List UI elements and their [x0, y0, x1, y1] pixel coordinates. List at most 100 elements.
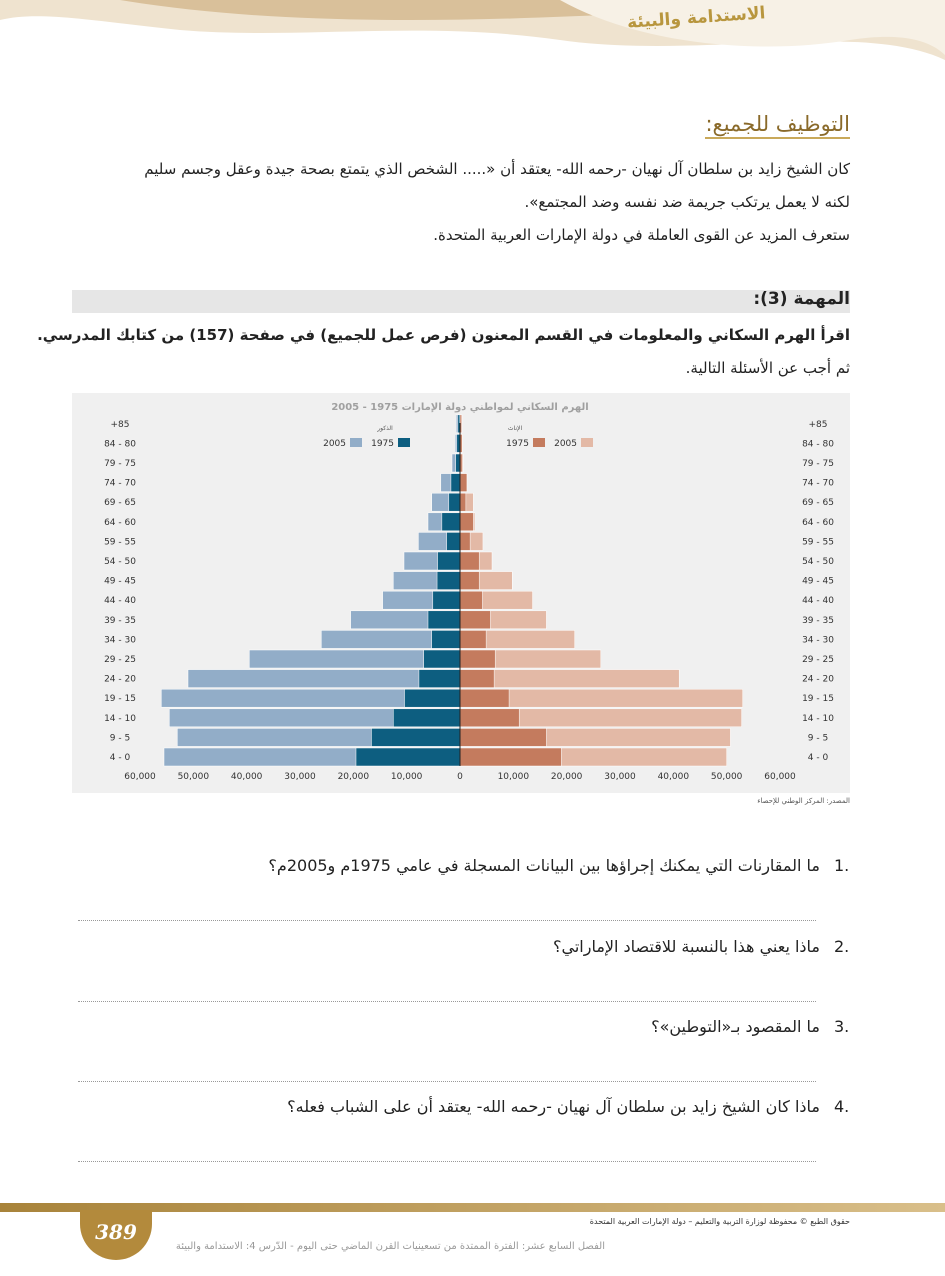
answer-line [78, 1001, 816, 1002]
category-label: 24 - 20 [802, 675, 834, 685]
category-label: 69 - 65 [802, 498, 834, 508]
category-label: 4 - 0 [110, 753, 131, 763]
bar [448, 492, 461, 512]
population-pyramid: الهرم السكاني لمواطني دولة الإمارات 1975… [72, 393, 850, 793]
task-instruction: اقرأ الهرم السكاني والمعلومات في القسم ا… [37, 326, 850, 344]
bar [459, 610, 491, 630]
question-text: ماذا كان الشيخ زايد بن سلطان آل نهيان -ر… [287, 1097, 820, 1116]
legend-swatch [350, 438, 362, 447]
intro-line: كان الشيخ زايد بن سلطان آل نهيان -رحمه ا… [144, 160, 850, 178]
bar [459, 492, 467, 512]
category-label: 9 - 5 [808, 733, 828, 743]
bar [432, 590, 461, 610]
bar [459, 728, 547, 747]
category-label: 9 - 5 [110, 733, 130, 743]
category-label: 74 - 70 [104, 479, 136, 489]
bar [459, 649, 496, 669]
legend-swatch [533, 438, 545, 447]
category-label: 74 - 70 [802, 479, 834, 489]
category-label: 69 - 65 [104, 498, 136, 508]
category-label: 34 - 30 [802, 635, 834, 645]
category-label: 59 - 55 [802, 537, 834, 547]
category-label: 84 - 80 [104, 439, 136, 449]
legend-label: 1975 [506, 439, 529, 449]
category-label: 14 - 10 [802, 714, 834, 724]
x-tick-label: 50,000 [711, 772, 743, 782]
legend-swatch [581, 438, 593, 447]
bar [436, 571, 461, 590]
bar [418, 669, 461, 688]
x-tick-label: 50,000 [178, 772, 210, 782]
page-number: 389 [95, 1220, 137, 1244]
category-label: 39 - 35 [104, 616, 136, 626]
question-number: 2. [834, 937, 850, 956]
legend-label: 1975 [371, 439, 394, 449]
category-label: 54 - 50 [104, 557, 136, 567]
x-tick-label: 20,000 [338, 772, 370, 782]
bar [459, 571, 480, 590]
category-label: 24 - 20 [104, 675, 136, 685]
category-label: 19 - 15 [802, 694, 834, 704]
category-label: 64 - 60 [802, 518, 834, 528]
answer-line [78, 1081, 816, 1082]
bar [459, 747, 562, 767]
bar [459, 473, 468, 492]
bar [423, 649, 461, 669]
bar [459, 708, 520, 728]
x-tick-label: 60,000 [764, 772, 796, 782]
course-line: الفصل السابع عشر: الفترة الممتدة من تسعي… [175, 1241, 605, 1252]
category-label: 4 - 0 [808, 753, 829, 763]
intro-line: ستعرف المزيد عن القوى العاملة في دولة ال… [433, 226, 850, 244]
question-number: 4. [834, 1097, 850, 1116]
header-decoration [0, 0, 945, 60]
x-tick-label: 10,000 [498, 772, 530, 782]
category-label: 79 - 75 [802, 459, 834, 469]
bar [455, 453, 461, 473]
x-tick-label: 30,000 [284, 772, 316, 782]
bar [450, 473, 461, 492]
copyright: حقوق الطبع © محفوظة لوزارة التربية والتع… [589, 1217, 850, 1226]
category-label: 14 - 10 [104, 714, 136, 724]
x-tick-label: 40,000 [658, 772, 690, 782]
category-label: 49 - 45 [802, 577, 834, 587]
category-label: 29 - 25 [104, 655, 136, 665]
task-bar [72, 290, 850, 313]
question-text: ما المقارنات التي يمكنك إجراؤها بين البي… [268, 856, 820, 875]
x-tick-label: 10,000 [391, 772, 423, 782]
footer-bar [0, 1203, 945, 1212]
x-tick-label: 20,000 [551, 772, 583, 782]
legend-group: الإناث [508, 425, 523, 432]
legend-label: 2005 [323, 439, 346, 449]
question-number: 1. [834, 856, 850, 875]
bar [371, 728, 461, 747]
legend-swatch [398, 438, 410, 447]
bar [427, 610, 461, 630]
bar [459, 590, 483, 610]
category-label: +85 [111, 420, 130, 430]
legend-group: الذكور [376, 425, 393, 432]
bar [393, 708, 461, 728]
bar [441, 512, 461, 532]
question-number: 3. [834, 1017, 850, 1036]
category-label: 54 - 50 [802, 557, 834, 567]
answer-line [78, 1161, 816, 1162]
intro-heading: التوظيف للجميع: [705, 112, 850, 139]
legend-label: 2005 [554, 439, 577, 449]
category-label: 59 - 55 [104, 537, 136, 547]
category-label: 64 - 60 [104, 518, 136, 528]
category-label: 79 - 75 [104, 459, 136, 469]
question-text: ما المقصود بـ«التوطين»؟ [651, 1017, 820, 1036]
x-tick-label: 0 [457, 772, 463, 782]
chart-title: الهرم السكاني لمواطني دولة الإمارات 1975… [331, 402, 588, 413]
category-label: 39 - 35 [802, 616, 834, 626]
bar [459, 532, 471, 551]
bar [459, 512, 474, 532]
chart-source: المصدر: المركز الوطني للإحصاء [757, 797, 850, 805]
task-heading: المهمة (3): [753, 289, 850, 309]
category-label: +85 [809, 420, 828, 430]
x-tick-label: 30,000 [604, 772, 636, 782]
x-tick-label: 40,000 [231, 772, 263, 782]
category-label: 29 - 25 [802, 655, 834, 665]
bar [404, 688, 461, 708]
